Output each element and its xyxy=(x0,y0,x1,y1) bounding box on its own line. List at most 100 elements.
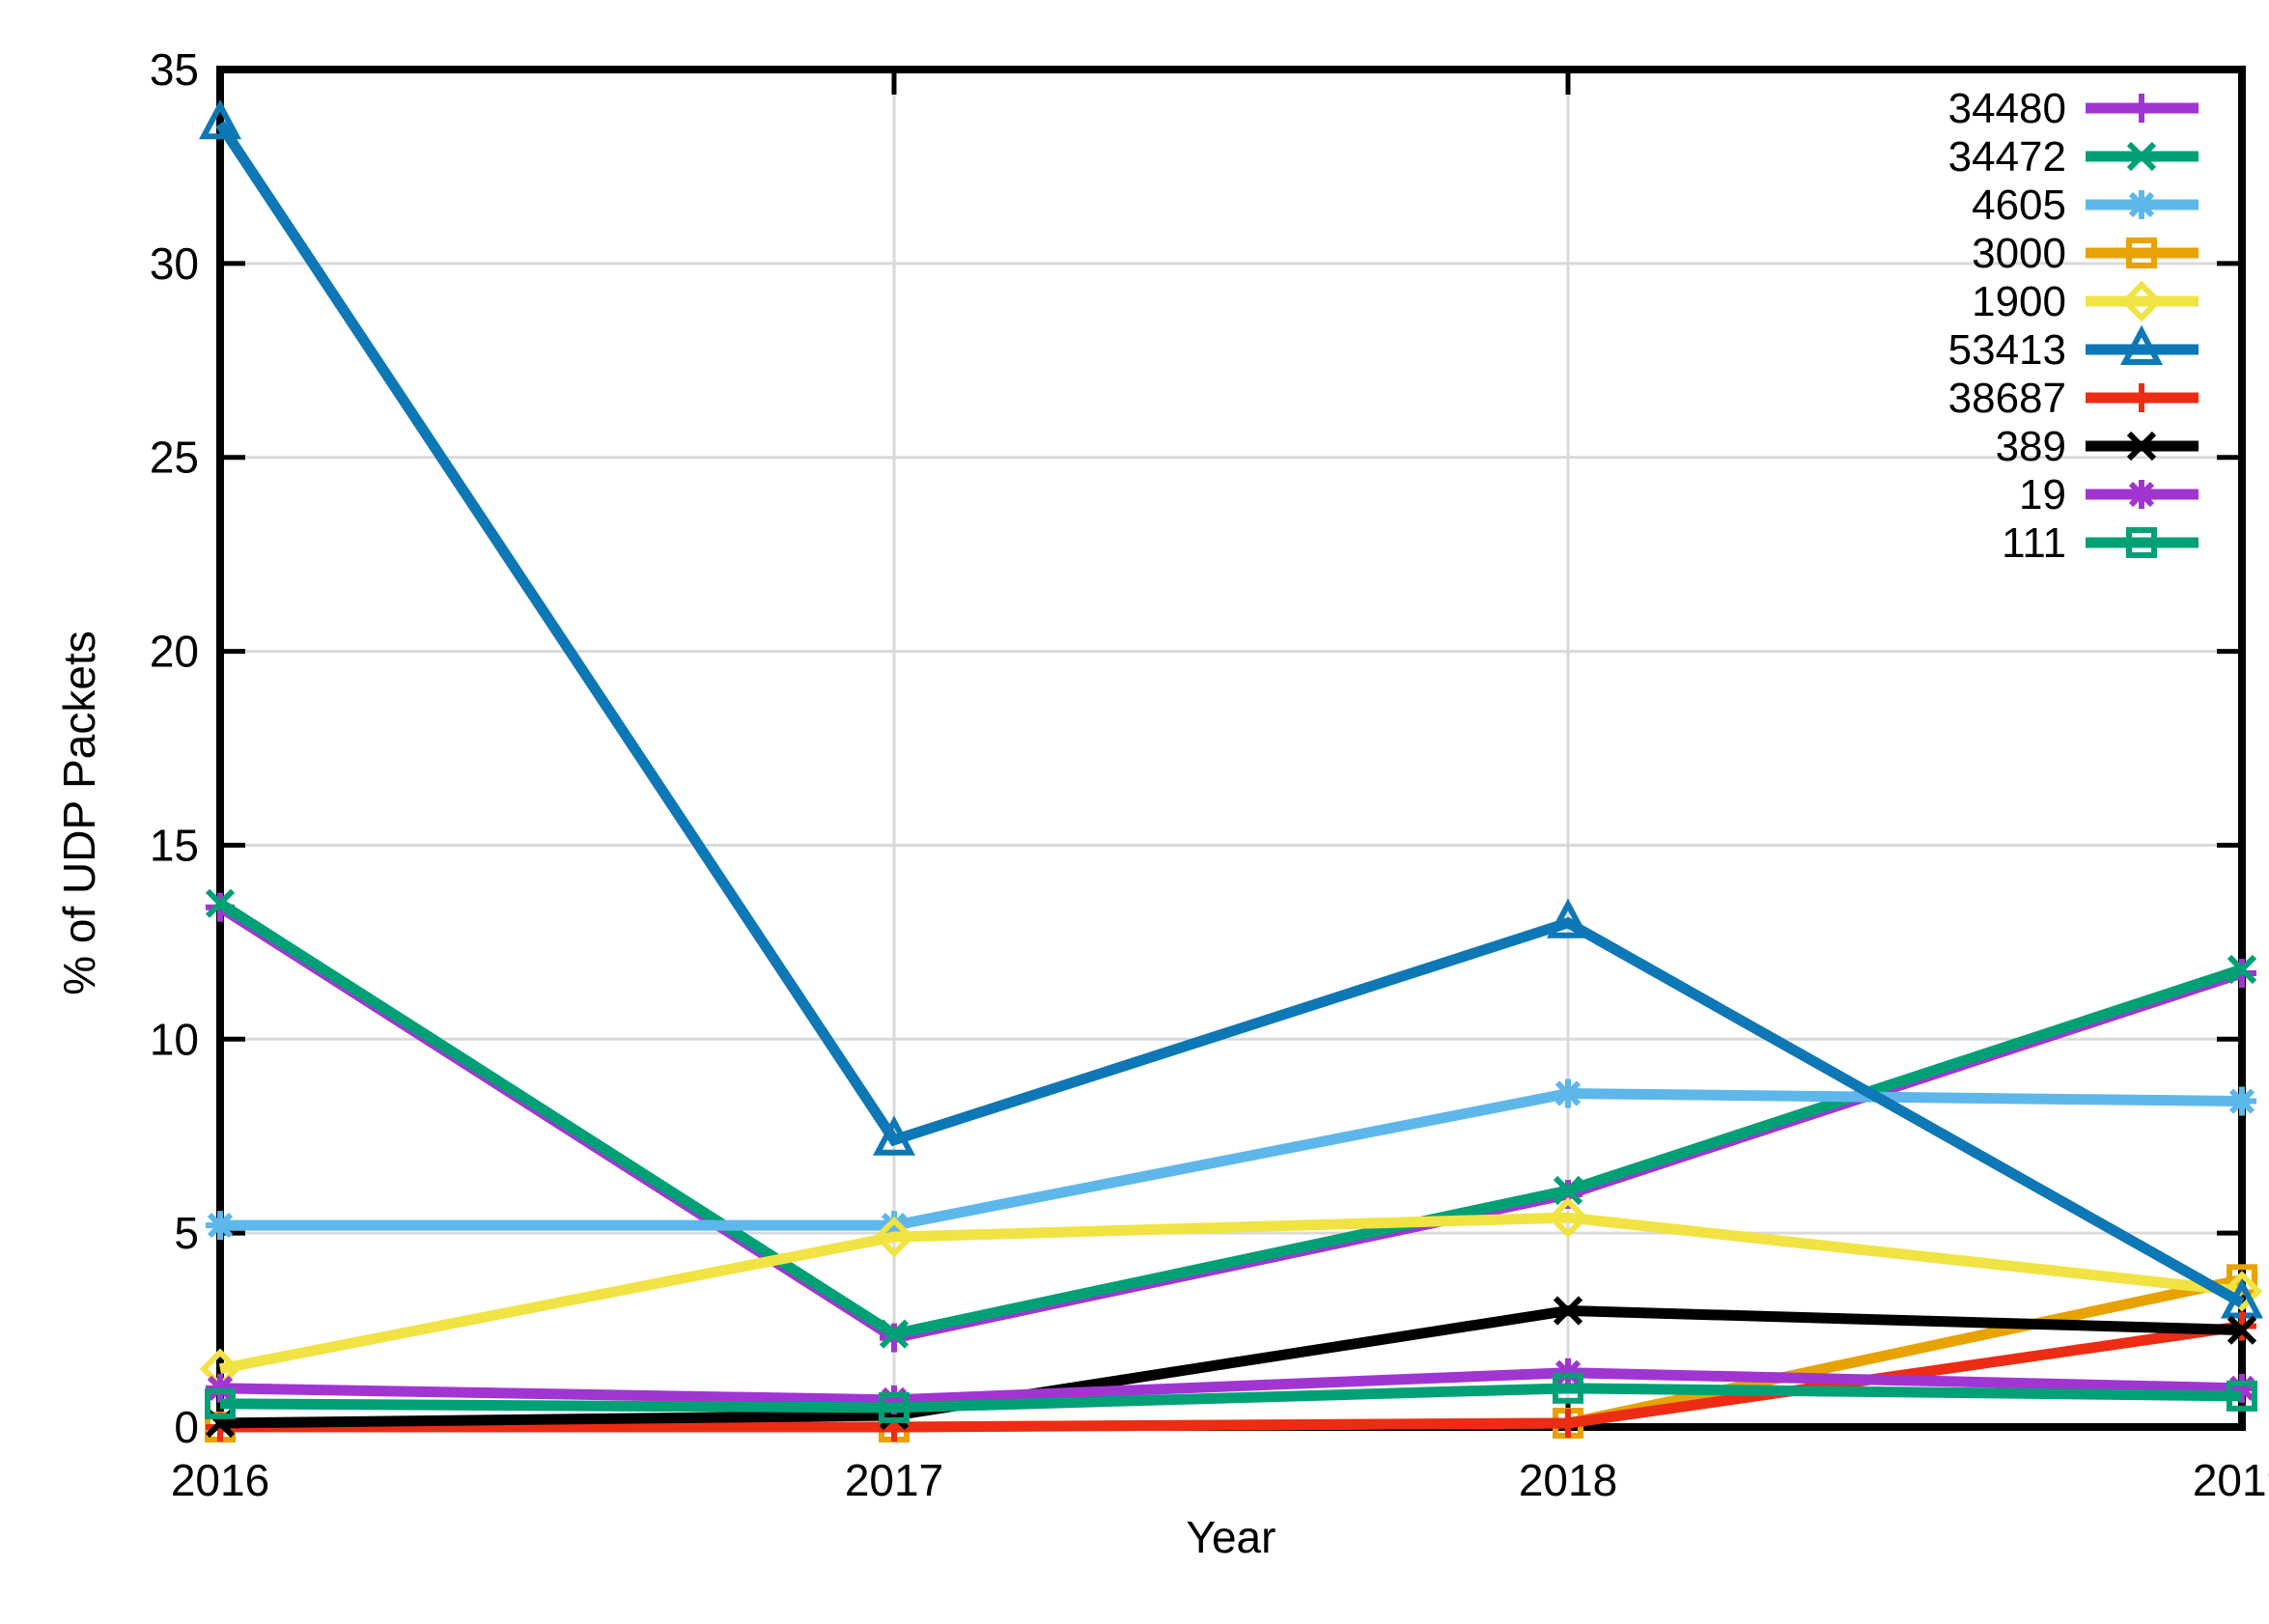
cross-marker xyxy=(879,1319,910,1349)
udp-packets-line-chart: 0 5 10 15 20 25 30 35 2016 2017 2018 2019 Year % of U… xyxy=(39,15,2269,1609)
x-tick-label-2018: 2018 xyxy=(1519,1455,1617,1505)
cross-marker xyxy=(2227,1315,2257,1345)
m xyxy=(1553,1296,1583,1326)
tick-labels: 0 5 10 15 20 25 30 35 2016 2017 2018 2019 xyxy=(150,44,2269,1505)
m xyxy=(2227,1380,2257,1412)
m xyxy=(199,98,241,140)
legend-label-4605: 4605 xyxy=(1972,182,2066,229)
m xyxy=(2126,238,2157,268)
asterisk-marker xyxy=(2227,1086,2256,1116)
legend-entry-38687: 38687 xyxy=(1948,375,2199,422)
legend-entry-19: 19 xyxy=(2019,471,2199,518)
m xyxy=(1553,1175,1583,1206)
m xyxy=(873,1115,915,1156)
m xyxy=(2227,1315,2257,1345)
m xyxy=(2221,1271,2263,1312)
legend-entry-389: 389 xyxy=(1996,423,2199,470)
m xyxy=(2228,1088,2255,1114)
m xyxy=(1555,1359,1582,1386)
plus-marker xyxy=(2127,94,2156,123)
diamond-open-marker xyxy=(2120,280,2163,322)
cross-marker xyxy=(1553,1175,1583,1206)
m xyxy=(2128,481,2155,508)
square-open-marker xyxy=(205,1387,236,1419)
cross-marker xyxy=(205,888,236,918)
m xyxy=(2120,280,2163,322)
legend-entry-3000: 3000 xyxy=(1972,230,2199,277)
diamond-open-marker xyxy=(873,1216,915,1258)
m xyxy=(2126,431,2157,462)
m xyxy=(2126,141,2157,172)
m xyxy=(881,1212,908,1239)
legend-label-389: 389 xyxy=(1996,423,2066,470)
x-tick-label-2016: 2016 xyxy=(171,1455,269,1505)
legend-label-53413: 53413 xyxy=(1948,326,2066,374)
y-tick-label-20: 20 xyxy=(150,627,199,677)
legend-entry-53413: 53413 xyxy=(1948,324,2199,374)
m xyxy=(1553,1372,1583,1404)
triangle-open-marker xyxy=(1547,898,1589,938)
y-tick-label-15: 15 xyxy=(150,820,199,870)
m xyxy=(879,1391,910,1423)
asterisk-marker xyxy=(2127,480,2156,509)
m xyxy=(2128,191,2155,218)
series-line-4605 xyxy=(220,1088,2243,1231)
square-open-marker xyxy=(1553,1372,1583,1404)
square-open-marker xyxy=(2126,238,2157,268)
m xyxy=(1547,1196,1589,1239)
legend-label-1900: 1900 xyxy=(1972,278,2066,325)
series-line-34472 xyxy=(217,899,2244,1340)
cross-marker xyxy=(2126,141,2157,172)
m xyxy=(2227,1264,2257,1296)
m xyxy=(2120,324,2163,365)
m xyxy=(879,1319,910,1349)
legend-label-34472: 34472 xyxy=(1948,133,2066,181)
cross-marker xyxy=(2227,954,2257,985)
legend-entry-34472: 34472 xyxy=(1948,133,2199,181)
x-axis-title: Year xyxy=(1187,1512,1276,1562)
series-53413 xyxy=(199,98,2263,1319)
plot-background xyxy=(39,15,2269,1609)
series-34472 xyxy=(205,888,2257,1349)
y-tick-label-10: 10 xyxy=(150,1014,199,1064)
legend-entry-111: 111 xyxy=(2002,519,2199,567)
m xyxy=(2227,954,2257,985)
legend-entry-1900: 1900 xyxy=(1972,278,2199,325)
series-111 xyxy=(205,1372,2257,1423)
gridlines xyxy=(220,70,2242,1427)
legend-label-38687: 38687 xyxy=(1948,375,2066,422)
plus-marker xyxy=(2127,383,2156,412)
m xyxy=(205,1387,236,1419)
cross-marker xyxy=(2126,431,2157,462)
series-line-1900 xyxy=(218,1212,2243,1375)
y-tick-label-35: 35 xyxy=(150,44,199,95)
asterisk-marker xyxy=(206,1373,235,1403)
asterisk-marker xyxy=(1554,1078,1583,1108)
legend-entry-34480: 34480 xyxy=(1948,85,2199,132)
square-open-marker xyxy=(2126,527,2157,558)
diamond-open-marker xyxy=(1547,1196,1589,1239)
square-open-marker xyxy=(2227,1264,2257,1296)
y-tick-label-30: 30 xyxy=(150,238,199,289)
series-line-53413 xyxy=(215,121,2245,1308)
m xyxy=(1555,1080,1582,1106)
series-line-19 xyxy=(219,1367,2243,1406)
m xyxy=(207,1375,234,1401)
y-axis-title: % of UDP Packets xyxy=(54,630,104,995)
y-tick-label-5: 5 xyxy=(174,1208,199,1258)
cross-marker xyxy=(1553,1296,1583,1326)
triangle-open-marker xyxy=(2120,324,2163,365)
square-open-marker xyxy=(2227,1380,2257,1412)
m xyxy=(205,888,236,918)
m xyxy=(873,1216,915,1258)
legend-entry-4605: 4605 xyxy=(1972,182,2199,229)
m xyxy=(2126,527,2157,558)
plus-marker xyxy=(1554,1408,1583,1438)
series-line-38687 xyxy=(220,1321,2243,1433)
series-line-111 xyxy=(219,1383,2243,1414)
x-tick-label-2019: 2019 xyxy=(2193,1455,2269,1505)
legend-label-19: 19 xyxy=(2019,471,2066,518)
asterisk-marker xyxy=(2127,190,2156,219)
series-line-389 xyxy=(219,1304,2243,1429)
